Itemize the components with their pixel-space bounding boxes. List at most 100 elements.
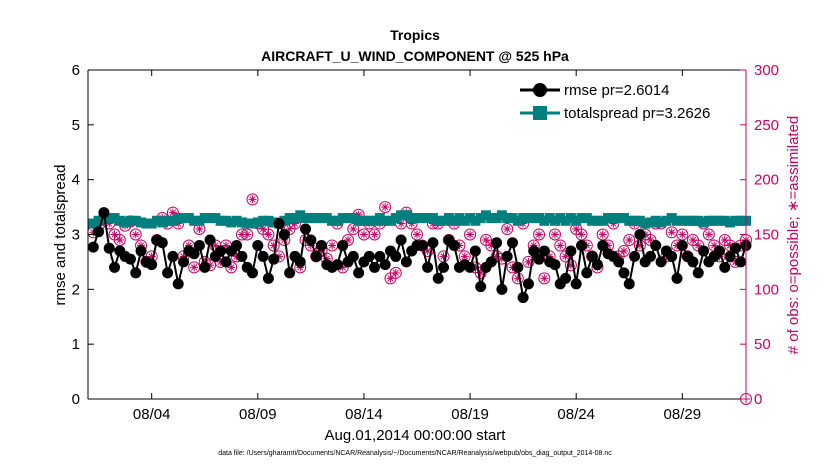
- rmse-point: [698, 245, 710, 257]
- rmse-point: [538, 245, 550, 257]
- rmse-point: [448, 239, 460, 251]
- rmse-point: [512, 261, 524, 273]
- obs-circle: [267, 239, 280, 252]
- rmse-point: [130, 267, 142, 279]
- totalspread-point: [603, 213, 614, 224]
- rmse-point: [613, 256, 625, 268]
- totalspread-point: [480, 210, 491, 221]
- totalspread-point: [300, 213, 311, 224]
- obs-marker: [368, 228, 381, 241]
- rmse-point: [655, 256, 667, 268]
- y-tick-label: 4: [72, 172, 80, 189]
- rmse-point: [172, 278, 184, 290]
- rmse-point: [676, 239, 688, 251]
- totalspread-point: [284, 213, 295, 224]
- obs-circle: [617, 244, 630, 257]
- totalspread-point: [183, 213, 194, 224]
- y2-tick-label: 250: [754, 117, 779, 134]
- rmse-point: [353, 267, 365, 279]
- rmse-point: [533, 253, 545, 265]
- totalspread-point: [666, 213, 677, 224]
- obs-star-d2: [620, 247, 628, 255]
- totalspread-point: [624, 215, 635, 226]
- totalspread-point: [576, 213, 587, 224]
- totalspread-point: [247, 218, 258, 229]
- rmse-point: [199, 261, 211, 273]
- totalspread-point: [565, 213, 576, 224]
- rmse-point: [517, 292, 529, 304]
- rmse-point: [427, 237, 439, 249]
- rmse-point: [591, 259, 603, 271]
- y-tick-label: 1: [72, 336, 80, 353]
- rmse-point: [507, 237, 519, 249]
- obs-circle: [246, 193, 259, 206]
- totalspread-point: [289, 213, 300, 224]
- legend: rmse pr=2.6014 totalspread pr=3.2626: [520, 82, 710, 122]
- obs-star-d2: [111, 231, 118, 238]
- totalspread-point: [226, 217, 237, 228]
- totalspread-point: [104, 213, 115, 224]
- rmse-point: [204, 234, 216, 246]
- x-tick-label: 08/14: [345, 406, 383, 423]
- obs-marker: [511, 272, 524, 285]
- obs-circle: [548, 228, 561, 241]
- obs-star-d2: [228, 264, 235, 271]
- obs-marker: [676, 228, 689, 241]
- obs-circle: [379, 201, 392, 214]
- obs-star-d2: [705, 231, 713, 238]
- totalspread-point: [167, 215, 178, 226]
- obs-marker: [188, 261, 201, 274]
- totalspread-point: [358, 215, 369, 226]
- obs-marker: [559, 250, 572, 263]
- totalspread-point: [597, 215, 608, 226]
- totalspread-point: [258, 215, 269, 226]
- rmse-point: [268, 253, 280, 265]
- rmse-point: [363, 250, 375, 262]
- totalspread-point: [486, 213, 497, 224]
- totalspread-point: [693, 215, 704, 226]
- rmse-point: [422, 261, 434, 273]
- rmse-point: [231, 239, 243, 251]
- rmse-point: [570, 278, 582, 290]
- rmse-point: [247, 267, 258, 279]
- rmse-point: [469, 245, 481, 257]
- obs-star-d2: [482, 236, 490, 244]
- rmse-point: [724, 250, 736, 262]
- totalspread-point: [396, 210, 407, 221]
- rmse-point: [278, 229, 290, 240]
- rmse-point: [257, 250, 269, 262]
- totalspread-point: [502, 213, 513, 224]
- obs-marker: [166, 206, 179, 219]
- rmse-point: [124, 253, 136, 265]
- totalspread-point: [252, 217, 263, 228]
- obs-star-d2: [116, 236, 123, 244]
- obs-marker: [617, 244, 630, 257]
- totalspread-point: [390, 213, 401, 224]
- data-file-footer: data file: /Users/gharamti/Documents/NCA…: [218, 450, 612, 457]
- obs-circle: [389, 266, 402, 279]
- totalspread-point: [215, 215, 226, 226]
- chart-subtitle: AIRCRAFT_U_WIND_COMPONENT @ 525 hPa: [261, 48, 569, 64]
- obs-marker: [357, 228, 370, 241]
- totalspread-point: [412, 213, 422, 224]
- totalspread-point: [491, 213, 502, 224]
- obs-star-d2: [169, 209, 177, 216]
- totalspread-point: [618, 213, 629, 224]
- totalspread-point: [178, 213, 189, 224]
- totalspread-point: [279, 215, 290, 226]
- y-tick-label: 2: [72, 281, 80, 298]
- rmse-point: [586, 250, 598, 262]
- totalspread-point: [93, 215, 104, 226]
- totalspread-point: [401, 210, 412, 221]
- obs-star-d2: [668, 229, 675, 236]
- obs-star-d2: [392, 269, 399, 277]
- obs-circle: [538, 272, 551, 285]
- y2-axis-label: # of obs: o=possible; ∗=assimilated: [785, 116, 802, 355]
- axes: 0 1 2 3 4 5 6 0 50 100 150 200 250 300 08/04 08/09 08/14…: [72, 62, 779, 423]
- obs-star-d2: [504, 225, 511, 233]
- obs-marker: [246, 193, 259, 206]
- obs-star-d2: [466, 231, 474, 238]
- totalspread-point: [459, 215, 470, 226]
- rmse-point: [719, 261, 731, 273]
- obs-star-d2: [557, 242, 564, 249]
